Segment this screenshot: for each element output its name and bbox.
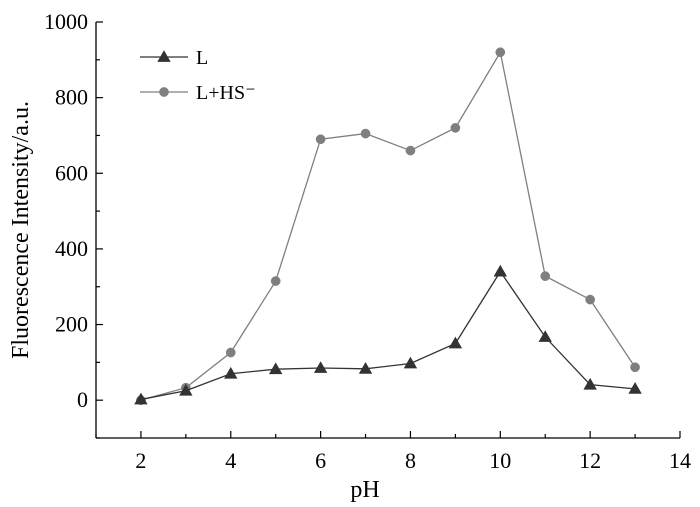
data-point <box>493 264 507 277</box>
x-tick-label: 12 <box>579 448 601 473</box>
data-point <box>224 366 238 379</box>
chart-series-layer <box>134 47 642 406</box>
series-line <box>140 270 636 401</box>
data-point <box>540 271 551 281</box>
data-point <box>405 145 416 156</box>
data-point <box>583 377 597 390</box>
x-tick-label: 14 <box>669 448 691 473</box>
data-point <box>179 383 193 396</box>
series-L <box>134 264 642 405</box>
data-point <box>403 356 418 369</box>
legend-label: L <box>196 47 208 69</box>
data-point <box>628 382 642 394</box>
y-axis-title: Fluorescence Intensity/a.u. <box>8 101 34 359</box>
series-line <box>140 50 636 401</box>
y-tick-label: 1000 <box>44 9 88 34</box>
data-point <box>313 361 328 373</box>
data-point <box>495 47 506 58</box>
series-L-HS <box>136 47 640 406</box>
data-point <box>538 330 552 342</box>
data-point <box>225 347 236 358</box>
chart-legend: L L+HS⁻ <box>140 47 256 104</box>
y-tick-label: 400 <box>55 236 88 261</box>
data-point <box>270 276 281 286</box>
data-point <box>585 294 596 305</box>
data-point <box>315 134 326 145</box>
data-point <box>450 123 461 133</box>
data-point <box>448 336 463 349</box>
data-point <box>358 361 373 374</box>
y-tick-label: 200 <box>55 312 88 337</box>
legend-marker <box>159 87 169 97</box>
x-tick-label: 4 <box>225 448 236 473</box>
data-point <box>630 362 640 373</box>
data-point <box>134 392 148 405</box>
y-tick-label: 0 <box>77 387 88 412</box>
y-tick-label: 600 <box>55 160 88 185</box>
x-tick-label: 6 <box>315 448 326 473</box>
x-axis-title: pH <box>350 477 379 503</box>
x-tick-label: 2 <box>135 448 146 473</box>
data-point <box>360 128 371 139</box>
legend-label: L+HS⁻ <box>196 82 256 104</box>
y-tick-label: 800 <box>55 85 88 110</box>
x-tick-label: 8 <box>405 448 416 473</box>
chart-axes: 2 4 6 8 10 12 14 0 200 400 600 800 1000 <box>44 9 691 473</box>
data-point <box>269 362 283 375</box>
legend-marker <box>157 50 171 62</box>
x-tick-label: 10 <box>489 448 511 473</box>
